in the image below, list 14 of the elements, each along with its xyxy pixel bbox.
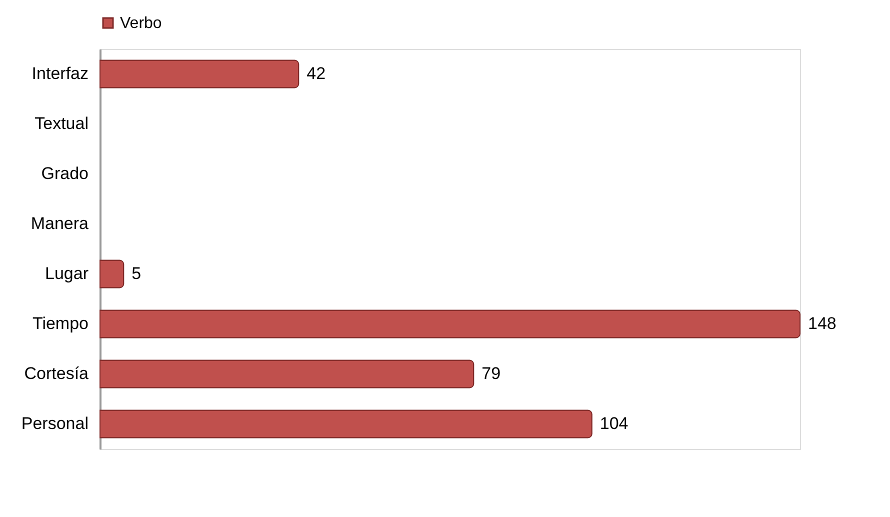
y-tick-label: Interfaz — [32, 64, 88, 83]
y-tick-label: Manera — [30, 214, 90, 233]
data-label: 79 — [482, 364, 501, 383]
y-tick-label: Tiempo — [32, 314, 88, 333]
y-tick-label: Cortesía — [24, 364, 90, 383]
legend-label: Verbo — [120, 15, 162, 32]
data-label: 148 — [808, 314, 836, 333]
data-label: 5 — [132, 264, 142, 283]
y-tick-label: Personal — [21, 414, 88, 433]
y-tick-label: Lugar — [45, 264, 89, 283]
y-tick-label: Grado — [41, 164, 88, 183]
data-label: 42 — [306, 64, 326, 83]
data-label: 104 — [600, 414, 628, 433]
y-tick-label: Textual — [34, 114, 88, 133]
